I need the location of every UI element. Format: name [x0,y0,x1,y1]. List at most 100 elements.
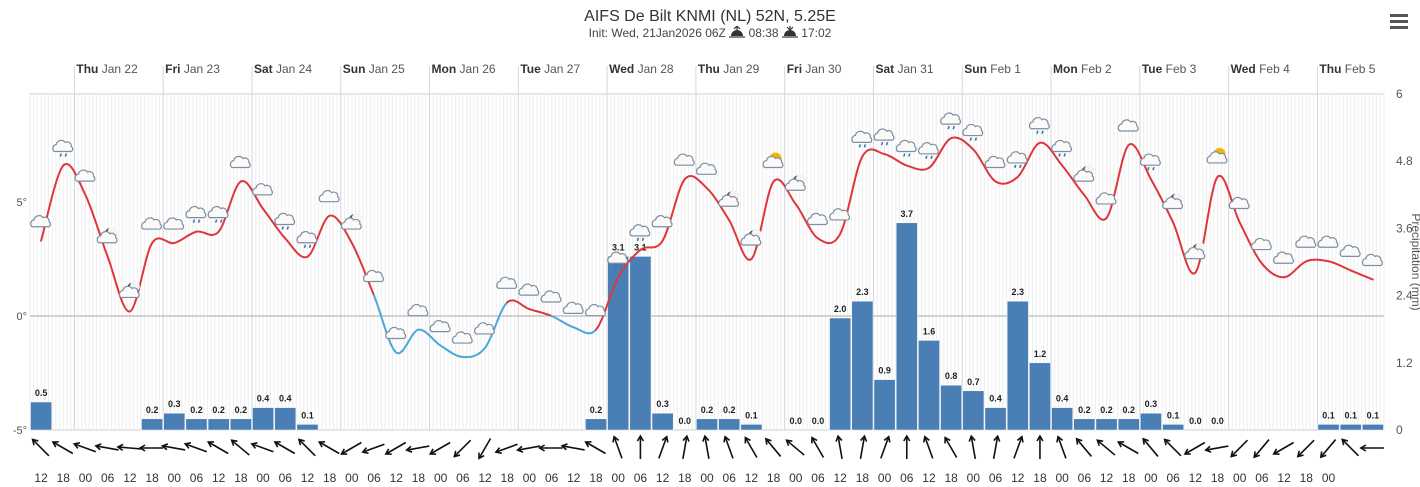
hour-tick-label: 12 [34,471,48,485]
cloud-shape [318,189,340,203]
wind-shaft [185,443,208,453]
hour-tick-label: 00 [434,471,448,485]
sun-cloud-icon [1206,147,1228,164]
rain-drop [286,226,289,230]
wind-head [31,438,39,446]
wind-shaft [299,439,316,457]
hour-tick-label: 12 [1189,471,1203,485]
hour-tick-label: 12 [567,471,581,485]
wind-shaft [319,441,340,455]
cloud-shape [585,303,606,317]
day-label: Sat Jan 24 [254,62,312,76]
wind-arrow [1036,434,1044,459]
wind-arrow [811,436,825,458]
cloud-icon [252,183,273,196]
wind-shaft [1342,439,1360,457]
precip-value-label: 0.2 [146,405,159,415]
temperature-line [217,180,242,233]
wind-arrow [273,441,296,455]
cloud-icon [1273,251,1294,264]
precip-value-label: 0.3 [656,399,669,409]
cloud-shape [496,276,518,289]
rain-drop [303,244,307,248]
hamburger-menu-icon[interactable] [1390,14,1408,32]
cloud-icon [451,331,473,344]
wind-head [993,434,1001,442]
hour-tick-label: 00 [168,471,182,485]
cloud-moon-icon [718,190,740,207]
cloud-icon [1339,244,1361,257]
precip-bar [1095,418,1118,431]
temp-tick-label: 5° [16,197,27,209]
temperature-line [1105,144,1130,219]
temperature-line [395,328,420,355]
rain-drop [1063,153,1066,157]
day-label: Tue Jan 27 [520,62,580,76]
cloud-moon-icon [340,213,362,230]
precip-bar [585,418,607,431]
hour-tick-label: 06 [900,471,914,485]
temperature-line [661,178,686,242]
cloud-shape [429,319,451,333]
cloud-icon [163,217,185,230]
day-label: Sat Jan 31 [875,62,933,76]
wind-arrow [1204,445,1229,453]
wind-shaft [811,438,825,458]
precip-tick-label: 1.2 [1396,356,1413,370]
wind-head [384,448,392,455]
wind-head [1296,450,1304,458]
cloud-shape [229,155,251,169]
precip-tick-label: 0 [1396,423,1403,437]
wind-arrow [428,441,451,455]
wind-arrow [1341,438,1360,457]
cloud-shape [1317,235,1339,248]
cloud-shape [607,251,629,264]
rain-drop [903,153,906,157]
temperature-line [506,299,531,311]
cloud-shape [762,155,784,169]
day-label: Wed Jan 28 [609,62,674,76]
precip-value-label: 2.3 [856,287,869,297]
cloud-shape [118,285,140,299]
cloud-shape [1162,196,1184,210]
hour-tick-label: 18 [323,471,337,485]
precip-value-label: 0.2 [212,405,225,415]
temperature-line [972,148,997,183]
cloud-shape [917,142,939,155]
precip-bar [962,390,985,431]
precip-value-label: 0.9 [878,366,891,376]
precip-value-label: 0.2 [701,405,714,415]
precip-bar [696,418,718,431]
wind-shaft [586,441,606,455]
wind-arrow [1319,439,1337,459]
sunrise-icon [729,26,746,38]
wind-arrow [880,435,891,459]
precip-value-label: 2.0 [834,304,847,314]
precip-bar [252,407,274,431]
hour-tick-label: 18 [234,471,248,485]
wind-head [723,435,731,443]
wind-arrow [922,435,934,459]
precip-value-label: 0.1 [1344,410,1357,420]
cloud-icon [229,155,251,169]
wind-shaft [454,439,472,457]
cloud-shape [252,183,273,196]
precip-bar [1339,424,1362,431]
cloud-shape [296,231,318,244]
cloud-moon-icon [1162,192,1184,210]
temperature-line [595,276,620,331]
wind-head [160,443,169,451]
wind-shaft [74,443,97,453]
rain-drop [1019,164,1022,169]
wind-head [494,447,502,454]
wind-arrow [206,441,229,455]
temperature-line [927,137,953,169]
rain-drop [974,137,978,141]
rain-drop [1147,166,1150,171]
precip-value-label: 0.0 [679,416,692,426]
day-label: Wed Feb 4 [1231,62,1290,76]
wind-shaft [518,445,541,451]
hour-tick-label: 18 [145,471,159,485]
precip-value-label: 0.2 [1122,405,1135,415]
hour-tick-label: 18 [767,471,781,485]
